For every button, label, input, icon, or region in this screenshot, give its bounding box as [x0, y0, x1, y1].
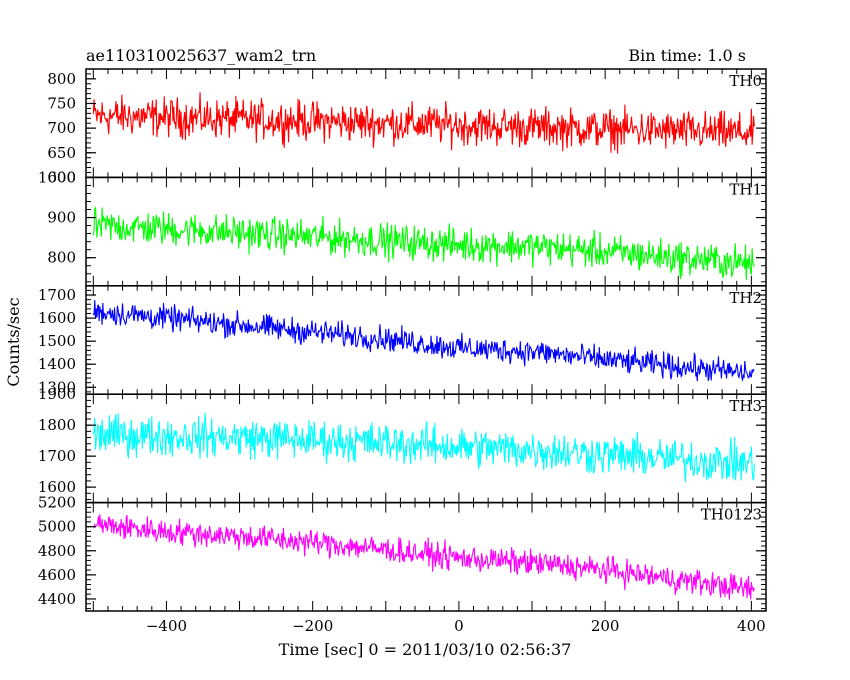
- y-tick-label: 1600: [38, 478, 76, 496]
- y-tick-label: 1400: [38, 355, 76, 373]
- panel-label-th2: TH2: [729, 289, 762, 307]
- y-tick-label: 1900: [38, 385, 76, 403]
- y-tick-label: 750: [47, 94, 76, 112]
- series-line-th1: [92, 206, 755, 281]
- y-tick-label: 1500: [38, 332, 76, 350]
- y-tick-label: 800: [47, 249, 76, 267]
- panel-label-th1: TH1: [729, 180, 762, 198]
- chart-title: ae110310025637_wam2_trn: [86, 46, 316, 65]
- y-tick-label: 1600: [38, 309, 76, 327]
- x-tick-label: −400: [146, 617, 187, 635]
- panel-label-th3: TH3: [729, 397, 762, 415]
- y-tick-label: 1700: [38, 286, 76, 304]
- y-tick-label: 650: [47, 144, 76, 162]
- series-line-th0123: [93, 514, 755, 600]
- y-tick-label: 1800: [38, 416, 76, 434]
- y-tick-label: 4800: [38, 542, 76, 560]
- y-tick-label: 600: [47, 168, 76, 186]
- bin-time-label: Bin time: 1.0 s: [628, 46, 746, 65]
- x-tick-label: 400: [737, 617, 766, 635]
- y-tick-label: 4600: [38, 566, 76, 584]
- series-line-th3: [92, 412, 755, 483]
- x-tick-label: −200: [292, 617, 333, 635]
- y-tick-label: 1300: [38, 378, 76, 396]
- y-tick-label: 900: [47, 209, 76, 227]
- panel-label-th0: TH0: [729, 72, 762, 90]
- panels: TH0 600 650 700 750 800 TH1 800 900 1000 TH2 1300 14…: [38, 68, 767, 635]
- y-tick-label: 800: [47, 70, 76, 88]
- y-tick-label: 1700: [38, 447, 76, 465]
- y-tick-label: 4400: [38, 590, 76, 608]
- panel-frame-th2: [85, 285, 767, 395]
- y-tick-label: 1000: [38, 168, 76, 186]
- series-line-th2: [92, 300, 755, 382]
- panel-label-th0123: TH0123: [701, 506, 762, 524]
- x-tick-label: 0: [454, 617, 464, 635]
- y-tick-label: 700: [47, 119, 76, 137]
- y-tick-label: 5000: [38, 518, 76, 536]
- series-line-th0: [92, 92, 755, 154]
- x-tick-label: 200: [591, 617, 620, 635]
- panel-frame-th0123: [85, 501, 767, 612]
- y-axis-title: Counts/sec: [4, 297, 23, 386]
- y-tick-label: 5200: [38, 494, 76, 512]
- x-axis-title: Time [sec] 0 = 2011/03/10 02:56:37: [279, 640, 572, 659]
